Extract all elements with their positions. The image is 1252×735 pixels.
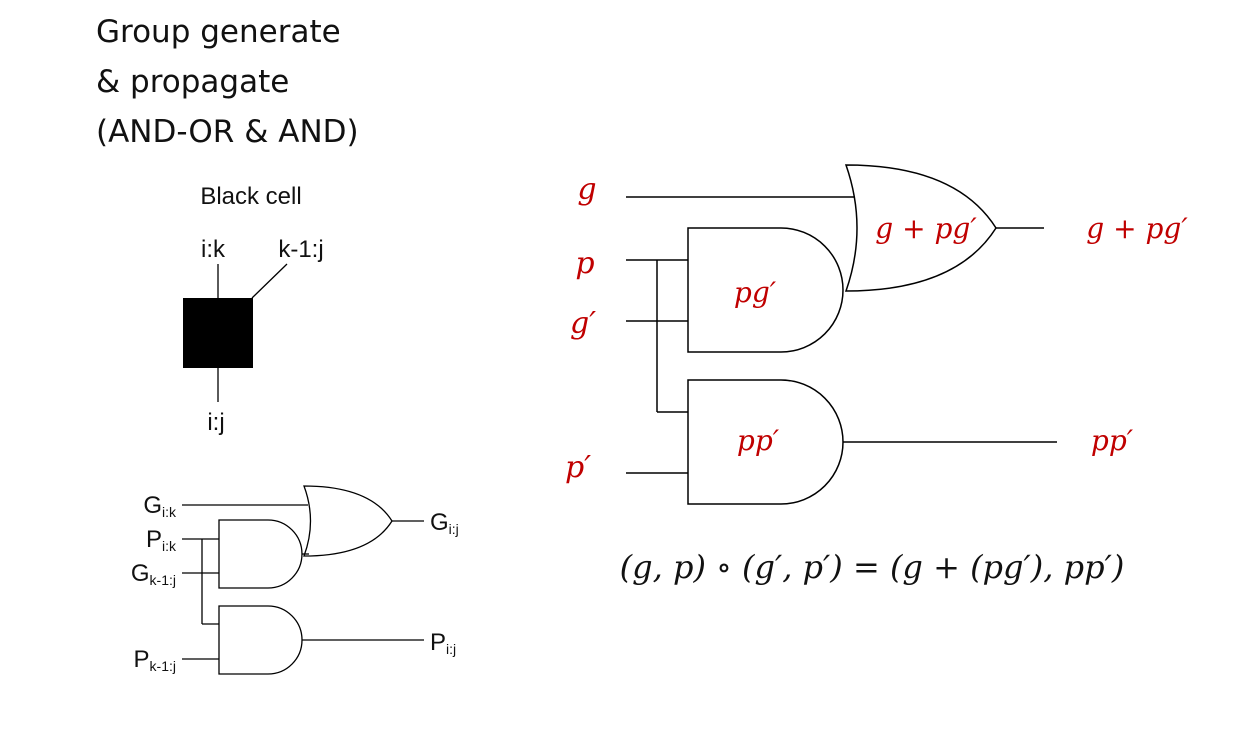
label-or: g + pg′ [875, 212, 977, 245]
label-and2: pp′ [737, 424, 780, 457]
small-circuit [182, 485, 424, 675]
black-cell-input-right: k-1:j [278, 236, 323, 263]
large-and-gate-2 [687, 379, 844, 505]
black-cell-output: i:j [207, 409, 224, 436]
label-out-g: g + pg′ [1086, 212, 1188, 245]
label-g-ik: Gi:k [143, 492, 177, 520]
large-circuit [626, 164, 1057, 505]
small-circuit-labels: Gi:k Pi:k Gk-1:j Pk-1:j Gi:j Pi:j [131, 492, 459, 674]
label-in-p: p [575, 246, 594, 281]
combine-equation: (g, p) ∘ (g′, p′) = (g + (pg′), pp′) [620, 548, 1125, 586]
label-in-pprime: p′ [565, 450, 591, 485]
label-out-p: pp′ [1091, 424, 1134, 457]
black-cell-label: Black cell [200, 183, 301, 210]
label-p-ij: Pi:j [430, 629, 456, 657]
title-line-2: & propagate [96, 64, 290, 100]
label-in-gprime: g′ [570, 306, 596, 341]
label-p-ik: Pi:k [146, 526, 177, 554]
black-cell-wire-right [251, 263, 288, 299]
small-or-gate [303, 485, 393, 557]
label-in-g: g [577, 172, 596, 207]
label-and1: pg′ [734, 276, 777, 309]
title-line-1: Group generate [96, 14, 341, 50]
small-and-gate-1 [218, 519, 303, 589]
label-p-k1j: Pk-1:j [134, 646, 176, 674]
title-line-3: (AND-OR & AND) [96, 114, 359, 150]
label-g-ij: Gi:j [430, 509, 459, 537]
large-circuit-labels: g p g′ p′ pg′ pp′ g + pg′ g + pg′ pp′ [565, 172, 1188, 485]
black-cell-input-left: i:k [201, 236, 226, 263]
large-and-gate-1 [687, 227, 844, 353]
large-or-gate [844, 164, 997, 292]
black-cell-diagram: Black cell i:k k-1:j i:j [183, 183, 324, 436]
black-cell-square [183, 298, 253, 368]
label-g-k1j: Gk-1:j [131, 560, 176, 588]
small-and-gate-2 [218, 605, 303, 675]
